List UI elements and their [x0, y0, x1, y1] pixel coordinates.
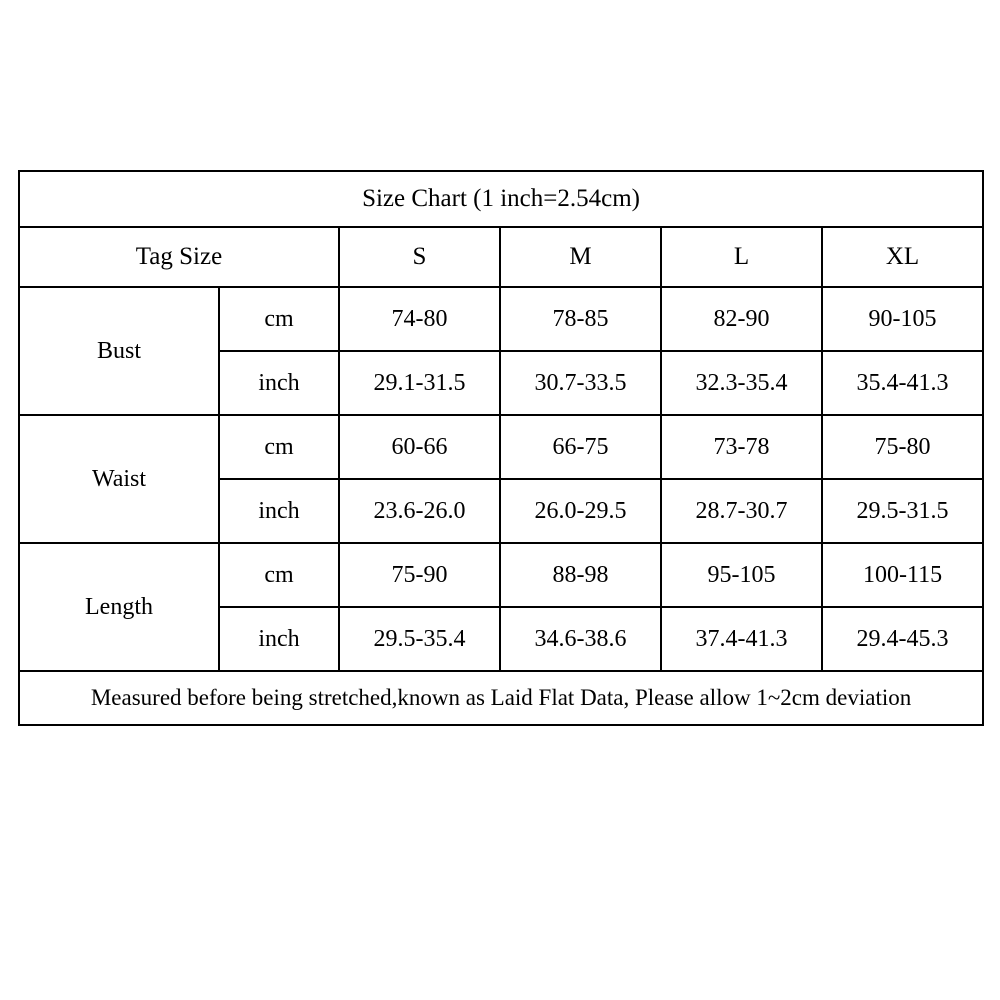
unit-label: cm — [219, 543, 339, 607]
cell-value: 60-66 — [339, 415, 500, 479]
table-title-row: Size Chart (1 inch=2.54cm) — [19, 171, 983, 227]
table-header-row: Tag Size S M L XL — [19, 227, 983, 287]
size-chart-container: Size Chart (1 inch=2.54cm) Tag Size S M … — [18, 170, 982, 726]
cell-value: 75-90 — [339, 543, 500, 607]
unit-label: inch — [219, 351, 339, 415]
cell-value: 66-75 — [500, 415, 661, 479]
cell-value: 90-105 — [822, 287, 983, 351]
tag-size-header: Tag Size — [19, 227, 339, 287]
size-header-l: L — [661, 227, 822, 287]
table-title: Size Chart (1 inch=2.54cm) — [19, 171, 983, 227]
unit-label: cm — [219, 287, 339, 351]
cell-value: 26.0-29.5 — [500, 479, 661, 543]
cell-value: 37.4-41.3 — [661, 607, 822, 671]
unit-label: inch — [219, 479, 339, 543]
cell-value: 29.1-31.5 — [339, 351, 500, 415]
measure-length: Length — [19, 543, 219, 671]
cell-value: 100-115 — [822, 543, 983, 607]
size-header-m: M — [500, 227, 661, 287]
cell-value: 23.6-26.0 — [339, 479, 500, 543]
table-footer: Measured before being stretched,known as… — [19, 671, 983, 725]
size-header-xl: XL — [822, 227, 983, 287]
cell-value: 78-85 — [500, 287, 661, 351]
cell-value: 29.4-45.3 — [822, 607, 983, 671]
cell-value: 88-98 — [500, 543, 661, 607]
cell-value: 82-90 — [661, 287, 822, 351]
size-chart-table: Size Chart (1 inch=2.54cm) Tag Size S M … — [18, 170, 984, 726]
cell-value: 32.3-35.4 — [661, 351, 822, 415]
measure-waist: Waist — [19, 415, 219, 543]
table-row: Bust cm 74-80 78-85 82-90 90-105 — [19, 287, 983, 351]
cell-value: 95-105 — [661, 543, 822, 607]
cell-value: 28.7-30.7 — [661, 479, 822, 543]
cell-value: 30.7-33.5 — [500, 351, 661, 415]
table-row: Waist cm 60-66 66-75 73-78 75-80 — [19, 415, 983, 479]
table-footer-row: Measured before being stretched,known as… — [19, 671, 983, 725]
unit-label: inch — [219, 607, 339, 671]
cell-value: 29.5-31.5 — [822, 479, 983, 543]
cell-value: 74-80 — [339, 287, 500, 351]
unit-label: cm — [219, 415, 339, 479]
cell-value: 75-80 — [822, 415, 983, 479]
measure-bust: Bust — [19, 287, 219, 415]
table-row: Length cm 75-90 88-98 95-105 100-115 — [19, 543, 983, 607]
cell-value: 35.4-41.3 — [822, 351, 983, 415]
cell-value: 29.5-35.4 — [339, 607, 500, 671]
size-header-s: S — [339, 227, 500, 287]
cell-value: 34.6-38.6 — [500, 607, 661, 671]
cell-value: 73-78 — [661, 415, 822, 479]
